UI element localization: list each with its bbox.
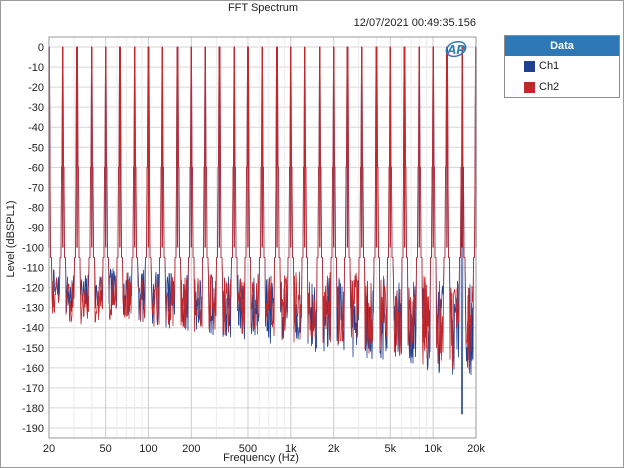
y-tick-label: -180: [22, 403, 44, 415]
x-tick-label: 10k: [424, 443, 442, 455]
y-tick-label: -80: [28, 202, 44, 214]
y-tick-label: -160: [22, 363, 44, 375]
logo-swoosh: [445, 40, 467, 58]
y-tick-label: -120: [22, 283, 44, 295]
x-tick-label: 50: [100, 443, 112, 455]
legend-label-ch2: Ch2: [539, 81, 560, 93]
y-tick-label: -60: [28, 162, 44, 174]
x-tick-label: 500: [239, 443, 257, 455]
x-tick-label: 1k: [285, 443, 297, 455]
y-tick-label: -30: [28, 102, 44, 114]
chart-timestamp: 12/07/2021 00:49:35.156: [353, 17, 476, 29]
y-tick-label: -50: [28, 142, 44, 154]
y-tick-label: -100: [22, 243, 44, 255]
logo-text: AP: [446, 42, 465, 57]
y-tick-label: 0: [38, 42, 44, 54]
y-tick-label: -90: [28, 222, 44, 234]
chart-title: FFT Spectrum: [227, 2, 299, 14]
legend: Data Ch1 Ch2: [504, 35, 620, 98]
x-tick-label: 100: [139, 443, 157, 455]
y-tick-label: -150: [22, 343, 44, 355]
axes: 0 -10 -20 -30 -40 -50 -60 -70 -80 -90 -100 -110 -120…: [22, 36, 485, 455]
legend-item-ch2[interactable]: Ch2: [505, 77, 619, 98]
y-tick-label: -70: [28, 182, 44, 194]
x-tick-label: 2k: [328, 443, 340, 455]
legend-item-ch1[interactable]: Ch1: [505, 56, 619, 77]
legend-label-ch1: Ch1: [539, 60, 560, 72]
y-tick-label: -40: [28, 122, 44, 134]
x-axis-label: Frequency (Hz): [223, 452, 299, 464]
x-tick-label: 20: [43, 443, 55, 455]
ap-logo-icon: AP: [445, 40, 467, 58]
x-tick-label: 5k: [384, 443, 396, 455]
x-tick-label: 20k: [467, 443, 485, 455]
y-axis-label: Level (dBSPL1): [5, 200, 17, 278]
y-tick-label: -140: [22, 323, 44, 335]
plot-frame: [48, 36, 477, 439]
y-tick-label: -130: [22, 303, 44, 315]
legend-title: Data: [505, 36, 619, 56]
legend-swatch-ch2: [524, 82, 535, 93]
series-ch2: [48, 46, 477, 370]
y-tick-label: -190: [22, 423, 44, 435]
x-tick-label: 200: [182, 443, 200, 455]
y-tick-label: -110: [23, 263, 44, 275]
legend-swatch-ch1: [524, 61, 535, 72]
y-tick-label: -10: [28, 62, 44, 74]
series-line-ch2: [49, 46, 476, 370]
y-tick-label: -170: [22, 383, 44, 395]
y-tick-label: -20: [28, 82, 44, 94]
